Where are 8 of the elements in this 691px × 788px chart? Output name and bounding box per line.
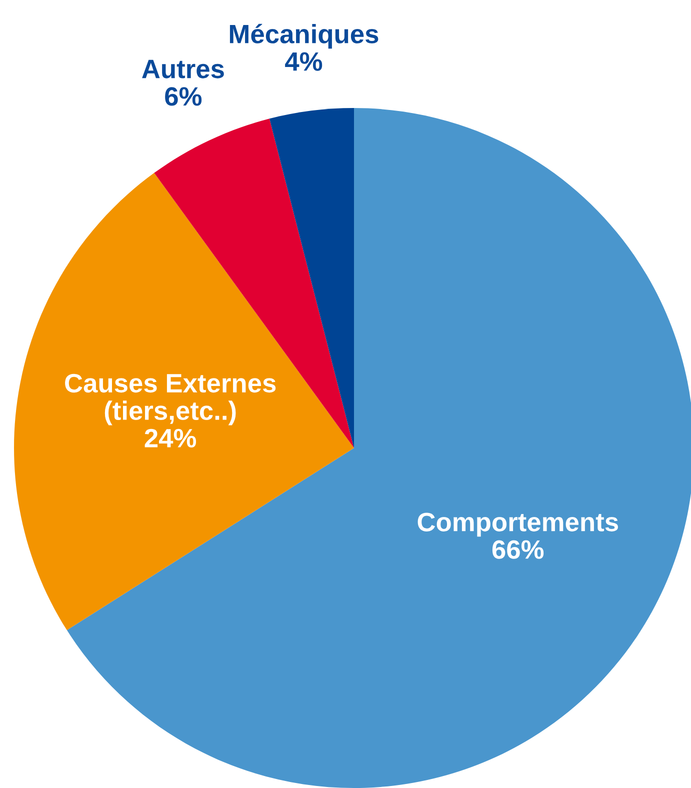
data-label: 4% bbox=[285, 52, 322, 71]
slice-label: Autres bbox=[142, 60, 224, 78]
slice-label: Causes Externes (tiers,etc..) bbox=[65, 374, 276, 426]
data-label: 66% bbox=[492, 540, 544, 559]
data-label: 24% bbox=[144, 428, 196, 448]
data-label: 6% bbox=[165, 87, 202, 106]
slice-label: Mécaniques bbox=[230, 24, 378, 49]
slice-label: Comportements bbox=[418, 512, 618, 537]
